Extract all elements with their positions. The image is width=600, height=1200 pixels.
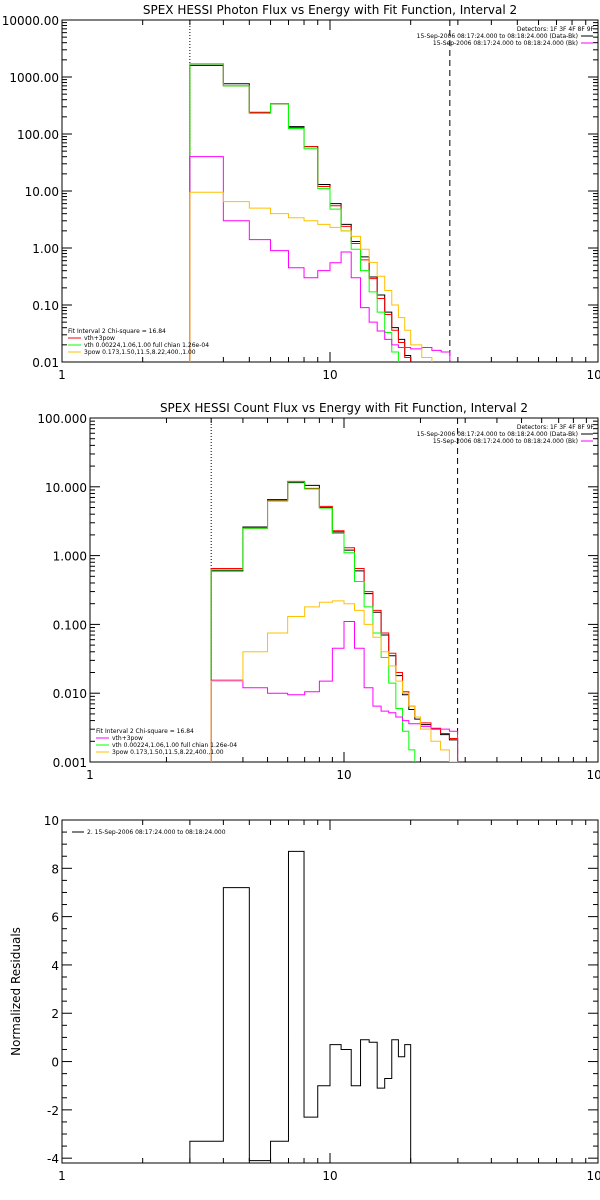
y-tick-label: 2 — [51, 1007, 59, 1021]
chart-title: SPEX HESSI Count Flux vs Energy with Fit… — [160, 401, 528, 415]
legend-bottom-entry: vth+3pow — [112, 735, 143, 742]
legend-bottom-entry: vth 0.00224,1.06,1.00 full chian 1.26e-0… — [84, 342, 209, 349]
y-tick-label: 0 — [51, 1056, 59, 1070]
x-tick-label: 1 — [58, 1169, 66, 1183]
y-tick-label: 1000.00 — [9, 71, 59, 85]
y-tick-label: 0.100 — [53, 618, 87, 632]
y-tick-label: 10 — [44, 814, 59, 828]
histogram-series-0 — [210, 482, 459, 762]
histogram-series-0 — [189, 850, 450, 1163]
legend-top-entry: 15-Sep-2006 08:17:24.000 to 08:18:24.000… — [433, 40, 578, 47]
chart-title: SPEX HESSI Photon Flux vs Energy with Fi… — [143, 3, 517, 17]
legend-bottom-entry: vth 0.00224,1.06,1.00 full chian 1.26e-0… — [112, 742, 237, 749]
x-tick-label: 1 — [58, 368, 66, 382]
legend-entry: 2. 15-Sep-2006 08:17:24.000 to 08:18:24.… — [87, 829, 226, 836]
x-tick-label: 10 — [322, 1169, 337, 1183]
x-tick-label: 10 — [336, 768, 351, 782]
y-tick-label: 1.00 — [32, 242, 59, 256]
y-axis-label: Normalized Residuals — [9, 927, 23, 1056]
y-tick-label: 100.00 — [17, 128, 59, 142]
y-tick-label: 10.000 — [45, 481, 87, 495]
histogram-series-4 — [189, 191, 433, 362]
y-tick-label: 8 — [51, 862, 59, 876]
legend-top-entry: 15-Sep-2006 08:17:24.000 to 08:18:24.000… — [417, 33, 578, 40]
legend-bottom-entry: 3pow 0.173,1.50,11.5,8.22,400.,1.00 — [84, 349, 196, 356]
legend-bottom-entry: Fit Interval 2 Chi-square = 16.84 — [68, 328, 166, 335]
legend-bottom-entry: vth+3pow — [84, 335, 115, 342]
histogram-series-4 — [210, 600, 459, 762]
y-tick-label: 0.10 — [32, 299, 59, 313]
histogram-series-2 — [189, 63, 399, 362]
y-tick-label: 1.000 — [53, 550, 87, 564]
y-tick-label: 10000.00 — [2, 14, 59, 28]
legend-top-entry: 15-Sep-2006 08:17:24.000 to 08:18:24.000… — [433, 438, 578, 445]
legend-bottom-entry: Fit Interval 2 Chi-square = 16.84 — [96, 728, 194, 735]
y-tick-label: 6 — [51, 911, 59, 925]
y-tick-label: 0.010 — [53, 687, 87, 701]
y-tick-label: -4 — [47, 1152, 59, 1166]
histogram-series-1 — [210, 480, 459, 762]
y-tick-label: 10.00 — [25, 185, 59, 199]
x-tick-label: 1 — [86, 768, 94, 782]
y-tick-label: -2 — [47, 1104, 59, 1118]
legend-top-entry: Detectors: 1F 3F 4F 8F 9F — [517, 424, 595, 431]
legend-top-entry: Detectors: 1F 3F 4F 8F 9F — [517, 26, 595, 33]
plot-frame — [61, 819, 599, 1164]
x-tick-label: 100 — [587, 768, 600, 782]
legend-bottom-entry: 3pow 0.173,1.50,11.5,8.22,400.,1.00 — [112, 749, 224, 756]
histogram-series-2 — [210, 481, 416, 762]
x-tick-label: 100 — [587, 368, 600, 382]
y-tick-label: 0.01 — [32, 356, 59, 370]
y-tick-label: 0.001 — [53, 756, 87, 770]
x-tick-label: 100 — [587, 1169, 600, 1183]
y-tick-label: 100.000 — [37, 412, 87, 426]
legend-top-entry: 15-Sep-2006 08:17:24.000 to 08:18:24.000… — [417, 431, 578, 438]
histogram-series-3 — [210, 621, 459, 762]
plot-frame — [89, 417, 599, 763]
x-tick-label: 10 — [322, 368, 337, 382]
y-tick-label: 4 — [51, 959, 59, 973]
